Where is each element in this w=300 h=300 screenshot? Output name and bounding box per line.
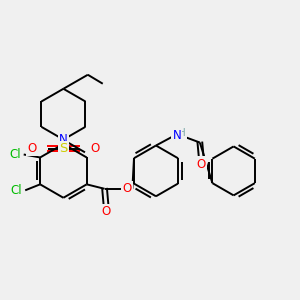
Text: O: O [101, 205, 111, 218]
Text: O: O [27, 142, 37, 155]
Text: N: N [59, 133, 68, 146]
Text: O: O [197, 158, 206, 170]
Text: N: N [172, 129, 181, 142]
Text: S: S [59, 142, 68, 155]
Text: O: O [90, 142, 99, 155]
Text: Cl: Cl [9, 148, 21, 161]
Text: Cl: Cl [11, 184, 22, 197]
Text: H: H [178, 128, 186, 138]
Text: O: O [122, 182, 132, 195]
